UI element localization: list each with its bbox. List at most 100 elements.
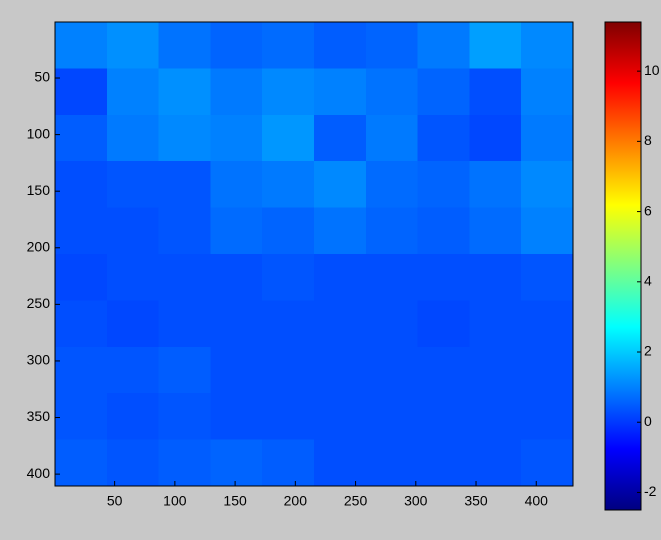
y-tick-label: 150 [27, 182, 51, 198]
heat-cell [55, 161, 107, 208]
heat-cell [55, 22, 107, 69]
y-tick-label: 200 [27, 238, 51, 254]
colorbar-tick-label: -2 [644, 483, 657, 499]
heat-cell [158, 22, 211, 69]
heat-cell [314, 22, 366, 69]
heat-cell [365, 68, 418, 115]
heat-cell [106, 254, 159, 301]
heat-cell [365, 439, 418, 486]
y-tick-label: 400 [27, 465, 51, 481]
heat-cell [417, 439, 470, 486]
heat-cell [365, 207, 418, 254]
heat-cell [365, 22, 418, 69]
y-tick-label: 50 [34, 69, 50, 85]
heat-cell [106, 114, 159, 162]
heat-cell [262, 114, 314, 162]
x-tick-label: 250 [344, 493, 368, 509]
heat-cell [158, 68, 211, 115]
heat-cell [314, 68, 366, 115]
heat-cell [210, 114, 263, 162]
heat-cell [365, 300, 418, 347]
x-tick-label: 100 [163, 493, 187, 509]
heat-cell [314, 300, 366, 347]
heat-cell [55, 114, 107, 162]
heat-cell [521, 439, 573, 486]
heat-cell [521, 161, 573, 208]
x-tick-label: 200 [284, 493, 308, 509]
heatmap [55, 22, 573, 486]
heat-cell [262, 207, 314, 254]
heat-cell [106, 207, 159, 254]
y-tick-label: 300 [27, 352, 51, 368]
heat-cell [417, 68, 470, 115]
heat-cell [521, 254, 573, 301]
heat-cell [262, 161, 314, 208]
heat-cell [210, 161, 263, 208]
heat-cell [365, 254, 418, 301]
axes-box [54, 21, 574, 487]
heat-cell [469, 207, 522, 254]
heat-cell [417, 346, 470, 394]
y-tick-label: 100 [27, 125, 51, 141]
heat-cell [210, 207, 263, 254]
heat-cell [158, 207, 211, 254]
y-tick-label: 350 [27, 408, 51, 424]
heat-cell [417, 393, 470, 440]
x-tick-label: 400 [525, 493, 549, 509]
heat-cell [106, 300, 159, 347]
heat-cell [365, 346, 418, 394]
heat-cell [314, 161, 366, 208]
x-tick-label: 300 [404, 493, 428, 509]
heat-cell [417, 161, 470, 208]
heat-cell [314, 439, 366, 486]
heat-cell [55, 207, 107, 254]
colorbar [604, 21, 642, 511]
heat-cell [469, 300, 522, 347]
colorbar-tick-label: 6 [644, 202, 652, 218]
heat-cell [521, 393, 573, 440]
heat-cell [469, 114, 522, 162]
heat-cell [521, 346, 573, 394]
heat-cell [210, 254, 263, 301]
heat-cell [106, 393, 159, 440]
heat-cell [210, 393, 263, 440]
heat-cell [417, 300, 470, 347]
heat-cell [106, 161, 159, 208]
heat-cell [262, 254, 314, 301]
heat-cell [314, 254, 366, 301]
heat-cell [314, 393, 366, 440]
colorbar-tick-label: 2 [644, 343, 652, 359]
heat-cell [417, 22, 470, 69]
heat-cell [210, 300, 263, 347]
heat-cell [55, 393, 107, 440]
heat-cell [55, 439, 107, 486]
heat-cell [210, 68, 263, 115]
heat-cell [55, 254, 107, 301]
colorbar-tick-label: 10 [644, 62, 660, 78]
heat-cell [417, 254, 470, 301]
heat-cell [365, 161, 418, 208]
heat-cell [262, 22, 314, 69]
heat-cell [262, 68, 314, 115]
x-tick-label: 50 [107, 493, 123, 509]
y-tick-label: 250 [27, 295, 51, 311]
heat-cell [521, 68, 573, 115]
heat-cell [365, 393, 418, 440]
heat-cell [469, 254, 522, 301]
heat-cell [365, 114, 418, 162]
heat-cell [55, 300, 107, 347]
heat-cell [106, 439, 159, 486]
heat-cell [314, 207, 366, 254]
heat-cell [158, 114, 211, 162]
heat-cell [158, 300, 211, 347]
heat-cell [469, 439, 522, 486]
heat-cell [469, 161, 522, 208]
heat-cell [106, 346, 159, 394]
heat-cell [469, 68, 522, 115]
heat-cell [262, 346, 314, 394]
heat-cell [521, 114, 573, 162]
heat-cell [469, 346, 522, 394]
heat-cell [55, 68, 107, 115]
